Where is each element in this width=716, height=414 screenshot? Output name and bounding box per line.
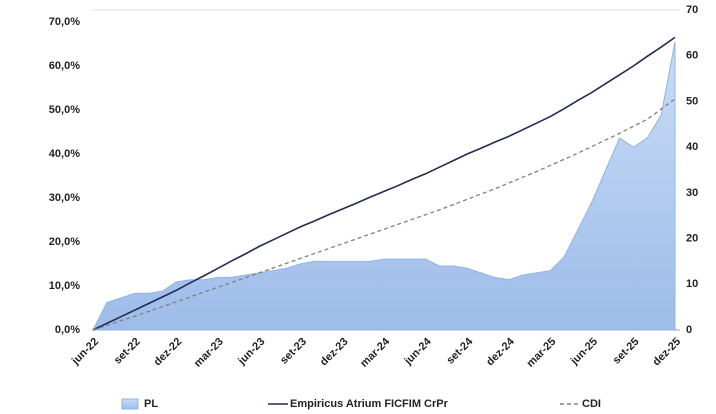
x-tick-label: set-23 <box>278 336 309 367</box>
legend-swatch <box>121 398 139 410</box>
y2-tick-label: 40 <box>686 141 698 153</box>
y-tick-label: 50,0% <box>49 104 80 116</box>
x-tick-label: jun-22 <box>69 336 101 368</box>
y2-tick-label: 30 <box>686 187 698 199</box>
y-tick-label: 10,0% <box>49 280 80 292</box>
x-tick-label: set-25 <box>611 336 642 367</box>
y-tick-label: 40,0% <box>49 148 80 160</box>
x-tick-label: dez-22 <box>152 336 185 369</box>
x-tick-label: dez-23 <box>318 336 351 369</box>
legend-label: Empiricus Atrium FICFIM CrPr <box>290 398 449 410</box>
x-tick-label: jun-24 <box>402 335 435 368</box>
y-tick-label: 30,0% <box>49 192 80 204</box>
x-tick-label: jun-23 <box>235 336 267 368</box>
y2-tick-label: 10 <box>686 278 698 290</box>
y2-tick-label: 20 <box>686 232 698 244</box>
y-tick-label: 0,0% <box>55 324 80 336</box>
x-tick-label: jun-25 <box>568 336 600 368</box>
y2-tick-label: 60 <box>686 50 698 62</box>
y2-tick-label: 70 <box>686 4 698 16</box>
legend-label: PL <box>144 398 158 410</box>
x-tick-label: mar-24 <box>358 335 393 370</box>
x-tick-label: set-24 <box>444 335 476 367</box>
y-tick-label: 70,0% <box>49 16 80 28</box>
x-tick-label: dez-24 <box>484 335 517 368</box>
x-tick-label: set-22 <box>112 336 143 367</box>
x-tick-label: dez-25 <box>650 336 683 369</box>
y-tick-label: 60,0% <box>49 60 80 72</box>
y2-tick-label: 50 <box>686 95 698 107</box>
y-tick-label: 20,0% <box>49 236 80 248</box>
x-tick-label: mar-25 <box>524 336 558 370</box>
series-line <box>92 36 676 331</box>
legend-label: CDI <box>582 398 601 410</box>
pl-area <box>92 41 676 331</box>
y2-tick-label: 0 <box>686 324 692 336</box>
x-tick-label: mar-23 <box>192 336 226 370</box>
